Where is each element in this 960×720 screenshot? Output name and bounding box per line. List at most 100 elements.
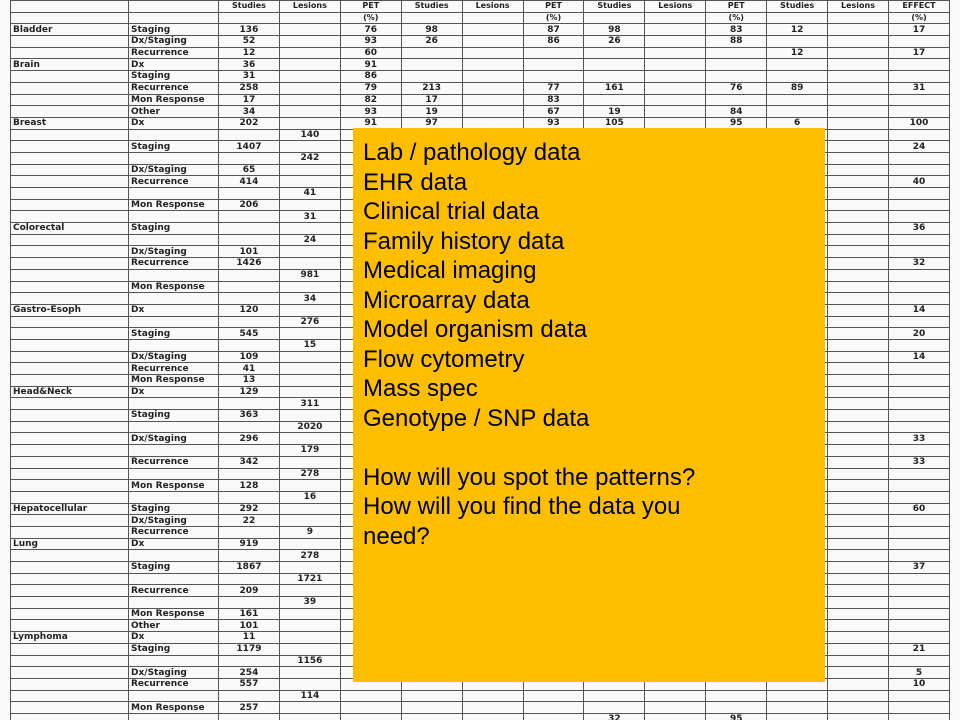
indication-cell: Dx: [128, 58, 219, 72]
value-cell: [766, 70, 829, 83]
value-cell: [218, 397, 280, 411]
header-cell: [583, 11, 646, 25]
pet-study-table: Studies Lesions PET Studies Lesions PET Studie…: [10, 0, 951, 720]
value-cell: 296: [218, 432, 280, 446]
cancer-type-cell: [10, 315, 129, 329]
indication-cell: [128, 210, 219, 224]
cancer-type-cell: [10, 35, 129, 48]
value-cell: [218, 268, 280, 282]
value-cell: [827, 70, 889, 83]
value-cell: [827, 677, 889, 691]
cancer-type-cell: [10, 198, 129, 212]
value-cell: 82: [339, 93, 402, 107]
value-cell: [887, 93, 951, 107]
value-cell: [887, 467, 951, 481]
indication-cell: Dx: [128, 537, 219, 551]
value-cell: [278, 409, 341, 422]
indication-cell: Recurrence: [128, 257, 219, 270]
value-cell: [887, 444, 951, 457]
table-row: Mon Response 257: [10, 701, 951, 714]
indication-cell: Dx/Staging: [128, 245, 219, 259]
cancer-type-cell: [10, 210, 129, 224]
header-cell: Lesions: [461, 0, 524, 13]
value-cell: [887, 514, 951, 527]
value-cell: [278, 116, 341, 130]
table-row: Bladder Staging 136 76 98 87 98 83 12 17: [10, 23, 951, 37]
value-cell: [522, 701, 585, 714]
indication-cell: [128, 187, 219, 200]
value-cell: [339, 701, 402, 714]
value-cell: 22: [218, 514, 280, 527]
cancer-type-cell: [10, 70, 129, 83]
value-cell: [827, 58, 889, 72]
value-cell: 41: [218, 362, 280, 375]
table-body: Bladder Staging 136 76 98 87 98 83 12 17 Dx/Stagin…: [10, 23, 951, 720]
value-cell: 12: [766, 23, 829, 37]
indication-cell: Dx/Staging: [128, 163, 219, 177]
question-line: need?: [363, 522, 430, 550]
cancer-type-cell: [10, 455, 129, 469]
value-cell: [644, 23, 707, 37]
value-cell: 9: [278, 525, 341, 539]
indication-cell: Recurrence: [128, 175, 219, 188]
cancer-type-cell: [10, 689, 129, 703]
value-cell: [218, 444, 280, 457]
value-cell: [522, 689, 585, 703]
value-cell: 52: [218, 35, 280, 48]
table-row: Recurrence 258 79 213 77 161 76 89 31: [10, 81, 951, 95]
value-cell: 93: [339, 105, 402, 118]
value-cell: [887, 619, 951, 633]
value-cell: 206: [218, 198, 280, 212]
cancer-type-cell: [10, 350, 129, 364]
value-cell: 919: [218, 537, 280, 551]
value-cell: [887, 374, 951, 387]
value-cell: 213: [400, 81, 463, 95]
indication-cell: Recurrence: [128, 455, 219, 469]
value-cell: 1721: [278, 572, 341, 586]
value-cell: [827, 93, 889, 107]
indication-cell: Mon Response: [128, 93, 219, 107]
table-row: Staging 31 86: [10, 70, 951, 83]
value-cell: [278, 642, 341, 656]
value-cell: 17: [887, 46, 951, 60]
indication-cell: Mon Response: [128, 374, 219, 387]
data-type-item: Mass spec: [363, 375, 478, 402]
value-cell: [827, 397, 889, 411]
indication-cell: Staging: [128, 502, 219, 516]
value-cell: [887, 409, 951, 422]
value-cell: [887, 631, 951, 644]
value-cell: 79: [339, 81, 402, 95]
indication-cell: [128, 549, 219, 562]
cancer-type-cell: Breast: [10, 116, 129, 130]
indication-cell: Recurrence: [128, 525, 219, 539]
value-cell: 17: [218, 93, 280, 107]
value-cell: 65: [218, 163, 280, 177]
value-cell: [278, 537, 341, 551]
value-cell: 12: [218, 46, 280, 60]
indication-cell: Recurrence: [128, 677, 219, 691]
value-cell: [218, 233, 280, 247]
value-cell: 179: [278, 444, 341, 457]
cancer-type-cell: [10, 490, 129, 504]
value-cell: 14: [887, 350, 951, 364]
table-row: Brain Dx 36 91: [10, 58, 951, 72]
cancer-type-cell: [10, 642, 129, 656]
value-cell: [887, 362, 951, 375]
indication-cell: [128, 128, 219, 142]
indication-cell: [128, 315, 219, 329]
indication-cell: Dx/Staging: [128, 350, 219, 364]
value-cell: [522, 70, 585, 83]
value-cell: [705, 689, 768, 703]
value-cell: [461, 105, 524, 118]
value-cell: 16: [278, 490, 341, 504]
value-cell: 14: [887, 303, 951, 317]
indication-cell: [128, 338, 219, 352]
value-cell: 292: [218, 502, 280, 516]
value-cell: [583, 689, 646, 703]
data-type-item: Clinical trial data: [363, 198, 540, 225]
value-cell: 31: [278, 210, 341, 224]
value-cell: [705, 58, 768, 72]
value-cell: [887, 187, 951, 200]
value-cell: [887, 397, 951, 411]
